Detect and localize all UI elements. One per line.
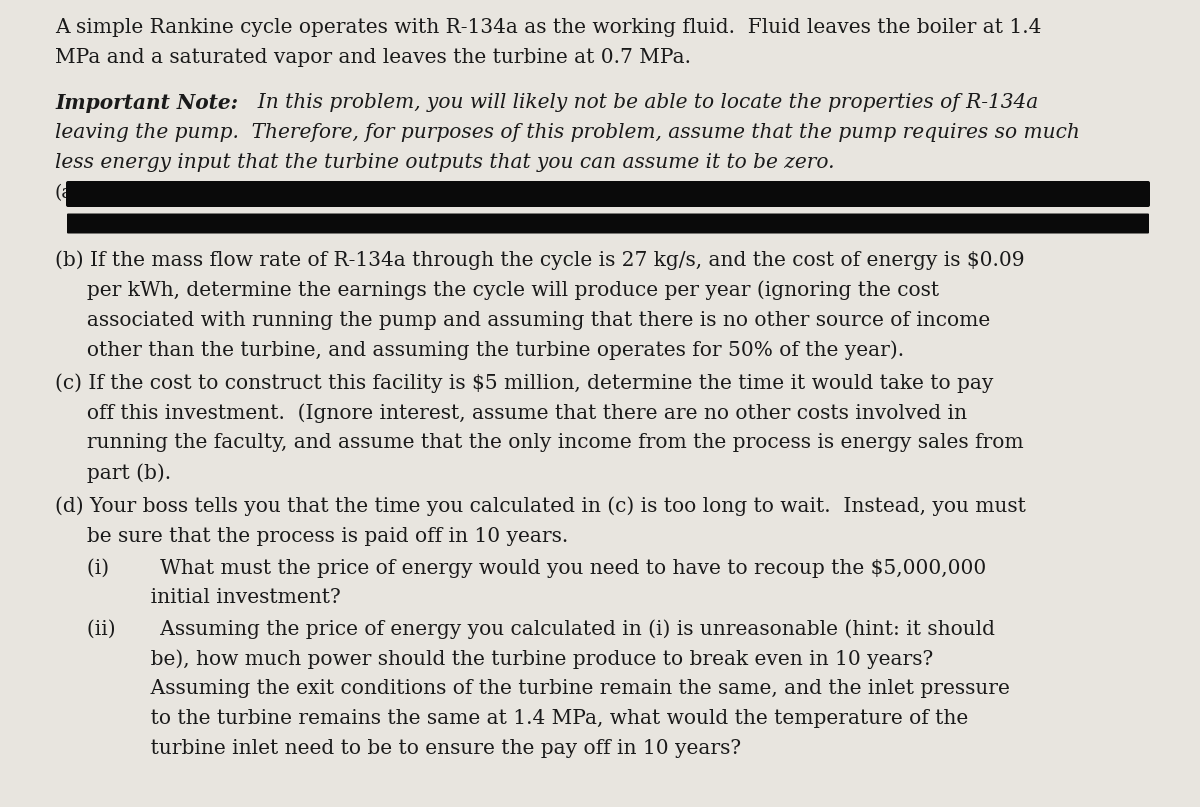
- Text: (b) If the mass flow rate of R-134a through the cycle is 27 kg/s, and the cost o: (b) If the mass flow rate of R-134a thro…: [55, 250, 1025, 270]
- Text: other than the turbine, and assuming the turbine operates for 50% of the year).: other than the turbine, and assuming the…: [55, 341, 904, 360]
- Text: leaving the pump.  Therefore, for purposes of this problem, assume that the pump: leaving the pump. Therefore, for purpose…: [55, 123, 1080, 142]
- Text: (a: (a: [55, 184, 73, 202]
- Text: turbine inlet need to be to ensure the pay off in 10 years?: turbine inlet need to be to ensure the p…: [55, 739, 742, 759]
- Text: associated with running the pump and assuming that there is no other source of i: associated with running the pump and ass…: [55, 311, 990, 329]
- Text: (ii)       Assuming the price of energy you calculated in (i) is unreasonable (h: (ii) Assuming the price of energy you ca…: [55, 620, 995, 639]
- Text: running the faculty, and assume that the only income from the process is energy : running the faculty, and assume that the…: [55, 433, 1024, 453]
- Text: In this problem, you will likely not be able to locate the properties of R-134a: In this problem, you will likely not be …: [245, 93, 1038, 112]
- Text: off this investment.  (Ignore interest, assume that there are no other costs inv: off this investment. (Ignore interest, a…: [55, 404, 967, 423]
- Text: Assuming the exit conditions of the turbine remain the same, and the inlet press: Assuming the exit conditions of the turb…: [55, 679, 1010, 699]
- Text: be), how much power should the turbine produce to break even in 10 years?: be), how much power should the turbine p…: [55, 650, 934, 669]
- Text: Important Note:: Important Note:: [55, 93, 238, 113]
- Text: to the turbine remains the same at 1.4 MPa, what would the temperature of the: to the turbine remains the same at 1.4 M…: [55, 709, 968, 729]
- Text: (c) If the cost to construct this facility is $5 million, determine the time it : (c) If the cost to construct this facili…: [55, 374, 994, 393]
- FancyBboxPatch shape: [66, 181, 1150, 207]
- Text: MPa and a saturated vapor and leaves the turbine at 0.7 MPa.: MPa and a saturated vapor and leaves the…: [55, 48, 691, 67]
- FancyBboxPatch shape: [67, 214, 1150, 233]
- Text: A simple Rankine cycle operates with R-134a as the working fluid.  Fluid leaves : A simple Rankine cycle operates with R-1…: [55, 18, 1042, 37]
- Text: be sure that the process is paid off in 10 years.: be sure that the process is paid off in …: [55, 526, 569, 546]
- Text: (i)        What must the price of energy would you need to have to recoup the $5: (i) What must the price of energy would …: [55, 558, 986, 578]
- Text: per kWh, determine the earnings the cycle will produce per year (ignoring the co: per kWh, determine the earnings the cycl…: [55, 281, 940, 300]
- Text: part (b).: part (b).: [55, 463, 172, 483]
- Text: initial investment?: initial investment?: [55, 588, 341, 607]
- Text: less energy input that the turbine outputs that you can assume it to be zero.: less energy input that the turbine outpu…: [55, 153, 834, 172]
- Text: (d) Your boss tells you that the time you calculated in (c) is too long to wait.: (d) Your boss tells you that the time yo…: [55, 496, 1026, 516]
